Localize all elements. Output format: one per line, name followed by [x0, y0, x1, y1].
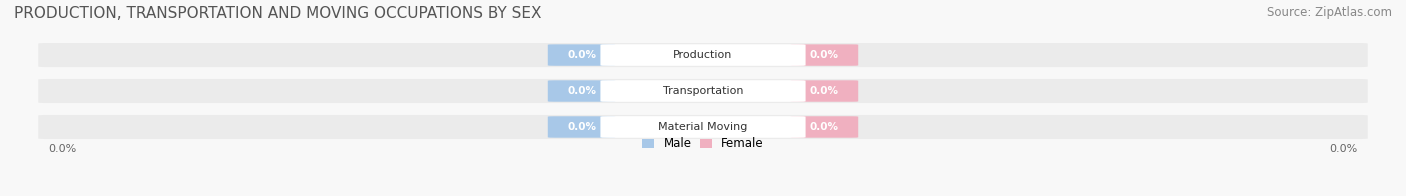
Text: 0.0%: 0.0%: [810, 50, 839, 60]
Text: Material Moving: Material Moving: [658, 122, 748, 132]
Text: Production: Production: [673, 50, 733, 60]
Text: 0.0%: 0.0%: [1330, 143, 1358, 153]
FancyBboxPatch shape: [600, 116, 806, 138]
FancyBboxPatch shape: [548, 44, 616, 66]
Text: PRODUCTION, TRANSPORTATION AND MOVING OCCUPATIONS BY SEX: PRODUCTION, TRANSPORTATION AND MOVING OC…: [14, 6, 541, 21]
FancyBboxPatch shape: [790, 44, 858, 66]
Text: 0.0%: 0.0%: [567, 122, 596, 132]
FancyBboxPatch shape: [548, 116, 616, 138]
Text: Source: ZipAtlas.com: Source: ZipAtlas.com: [1267, 6, 1392, 19]
FancyBboxPatch shape: [600, 80, 806, 102]
FancyBboxPatch shape: [600, 44, 806, 66]
Text: 0.0%: 0.0%: [567, 50, 596, 60]
Text: 0.0%: 0.0%: [810, 86, 839, 96]
FancyBboxPatch shape: [548, 80, 616, 102]
FancyBboxPatch shape: [790, 116, 858, 138]
FancyBboxPatch shape: [38, 79, 1368, 103]
Legend: Male, Female: Male, Female: [640, 135, 766, 153]
Text: Transportation: Transportation: [662, 86, 744, 96]
FancyBboxPatch shape: [790, 80, 858, 102]
Text: 0.0%: 0.0%: [810, 122, 839, 132]
Text: 0.0%: 0.0%: [48, 143, 76, 153]
Text: 0.0%: 0.0%: [567, 86, 596, 96]
FancyBboxPatch shape: [38, 43, 1368, 67]
FancyBboxPatch shape: [38, 115, 1368, 139]
